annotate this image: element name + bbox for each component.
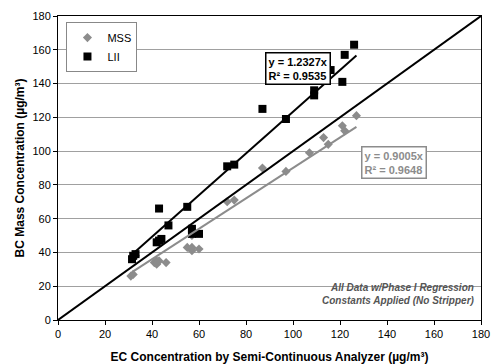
svg-text:y = 0.9005xR² = 0.9648: y = 0.9005xR² = 0.9648 [365, 150, 424, 176]
svg-text:100: 100 [32, 145, 50, 157]
svg-text:LII: LII [107, 51, 119, 63]
svg-text:40: 40 [39, 246, 51, 258]
svg-text:MSS: MSS [107, 32, 131, 44]
svg-text:60: 60 [193, 328, 205, 340]
svg-text:120: 120 [32, 111, 50, 123]
svg-text:180: 180 [32, 10, 50, 22]
svg-text:140: 140 [32, 77, 50, 89]
svg-text:0: 0 [55, 328, 61, 340]
svg-text:40: 40 [146, 328, 158, 340]
svg-text:BC Mass Concentration (µg/m³): BC Mass Concentration (µg/m³) [13, 79, 27, 258]
svg-text:100: 100 [284, 328, 302, 340]
svg-text:140: 140 [378, 328, 396, 340]
svg-text:20: 20 [39, 280, 51, 292]
svg-text:60: 60 [39, 213, 51, 225]
svg-text:All Data w/Phase I RegressionC: All Data w/Phase I RegressionConstants A… [322, 282, 475, 306]
svg-text:120: 120 [331, 328, 349, 340]
svg-text:80: 80 [240, 328, 252, 340]
svg-text:180: 180 [472, 328, 490, 340]
svg-text:160: 160 [32, 44, 50, 56]
svg-text:0: 0 [45, 314, 51, 326]
svg-text:EC Concentration by Semi-Conti: EC Concentration by Semi-Continuous Anal… [111, 350, 429, 364]
svg-text:20: 20 [99, 328, 111, 340]
svg-text:80: 80 [39, 179, 51, 191]
svg-text:y = 1.2327xR² = 0.9535: y = 1.2327xR² = 0.9535 [269, 56, 328, 82]
svg-text:160: 160 [425, 328, 443, 340]
